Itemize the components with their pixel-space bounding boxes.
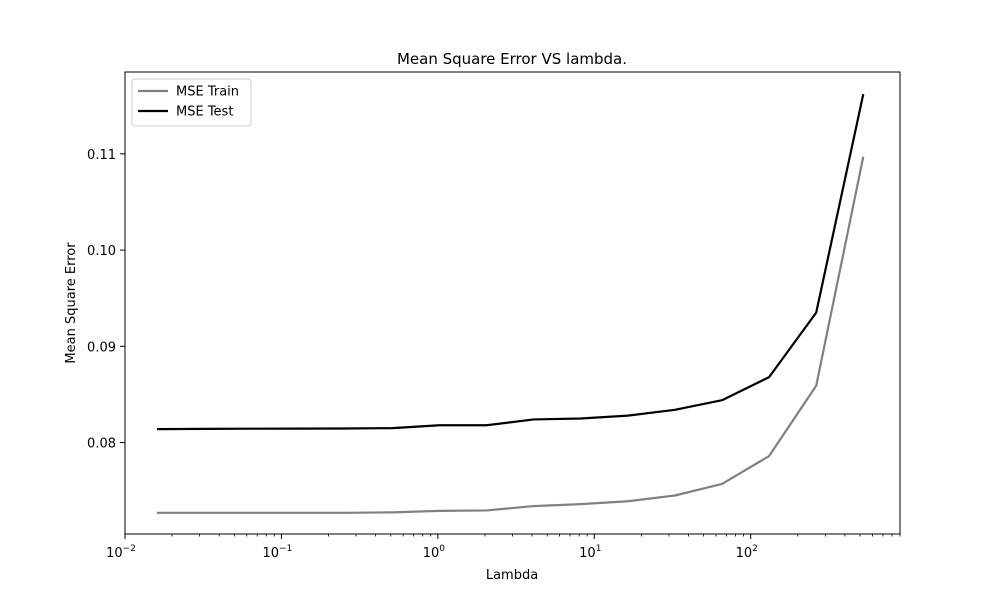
legend-label: MSE Test bbox=[176, 105, 233, 120]
y-tick-label: 0.10 bbox=[87, 244, 116, 259]
plot-lines bbox=[156, 93, 865, 514]
x-axis-label: Lambda bbox=[486, 568, 538, 583]
legend: MSE Train MSE Test bbox=[131, 78, 252, 127]
series-line-0 bbox=[156, 156, 865, 514]
x-tick-base: 10 bbox=[579, 546, 596, 561]
x-tick-exponent: 1 bbox=[596, 544, 602, 554]
plot-frame bbox=[124, 71, 901, 535]
x-tick-label: 10−2 bbox=[106, 544, 136, 561]
legend-label: MSE Train bbox=[176, 85, 239, 100]
y-tick-label: 0.08 bbox=[87, 437, 116, 452]
y-tick-label: 0.09 bbox=[87, 340, 116, 355]
x-tick-label: 100 bbox=[423, 544, 446, 561]
x-tick-exponent: −1 bbox=[279, 544, 292, 554]
series-line-1 bbox=[156, 93, 865, 431]
x-tick-label: 102 bbox=[736, 544, 758, 561]
x-tick-exponent: 0 bbox=[439, 544, 445, 554]
chart-title: Mean Square Error VS lambda. bbox=[397, 50, 627, 68]
x-tick-exponent: −2 bbox=[123, 544, 136, 554]
x-tick-base: 10 bbox=[736, 546, 753, 561]
y-tick-label: 0.11 bbox=[87, 148, 116, 163]
x-tick-base: 10 bbox=[423, 546, 440, 561]
x-tick-base: 10 bbox=[106, 546, 123, 561]
x-tick-label: 10−1 bbox=[263, 544, 293, 561]
x-tick-exponent: 2 bbox=[752, 544, 758, 554]
y-axis-label: Mean Square Error bbox=[64, 242, 79, 364]
x-tick-base: 10 bbox=[263, 546, 280, 561]
x-tick-label: 101 bbox=[579, 544, 601, 561]
